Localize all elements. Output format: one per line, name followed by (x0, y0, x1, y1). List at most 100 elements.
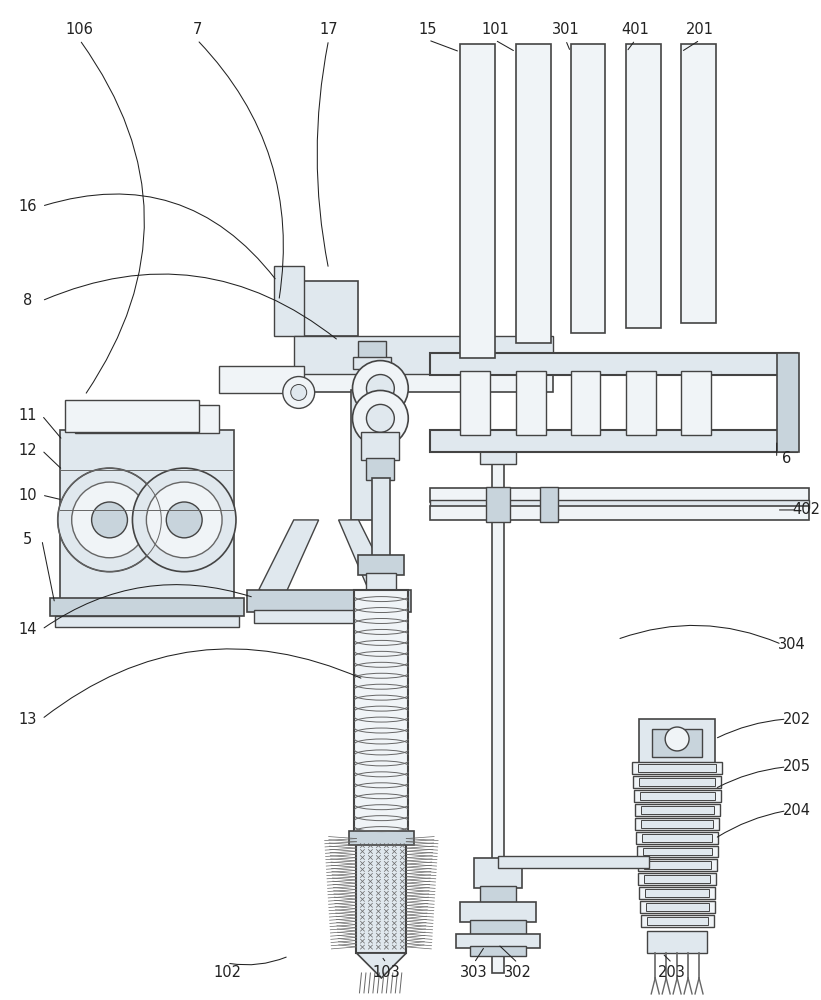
Text: 13: 13 (19, 712, 37, 727)
Text: 203: 203 (658, 965, 686, 980)
Bar (75, 405, 219, 433)
Circle shape (167, 502, 202, 538)
Bar (430, 430, 796, 452)
Text: 6: 6 (782, 451, 791, 466)
Bar (60, 430, 234, 600)
Text: 401: 401 (621, 22, 649, 37)
Bar (366, 458, 394, 480)
Bar (516, 44, 551, 343)
Text: 303: 303 (461, 965, 488, 980)
Bar (635, 804, 721, 816)
Text: 12: 12 (19, 443, 37, 458)
Bar (430, 353, 796, 375)
Bar (571, 44, 605, 333)
Bar (366, 573, 397, 591)
Bar (356, 834, 406, 953)
Circle shape (282, 377, 314, 408)
Bar (645, 889, 709, 897)
Text: 201: 201 (686, 22, 714, 37)
Bar (646, 903, 709, 911)
Text: 304: 304 (777, 637, 805, 652)
Bar (55, 616, 239, 627)
Bar (351, 390, 383, 520)
Bar (294, 336, 553, 374)
Text: 205: 205 (782, 759, 810, 774)
Bar (50, 598, 244, 616)
Bar (460, 44, 495, 358)
Circle shape (366, 404, 394, 432)
Circle shape (665, 727, 689, 751)
Bar (638, 873, 716, 885)
Bar (647, 931, 707, 953)
Bar (632, 762, 722, 774)
Bar (638, 764, 716, 772)
Circle shape (291, 384, 307, 400)
Bar (359, 341, 387, 359)
Text: 302: 302 (504, 965, 532, 980)
Bar (430, 506, 809, 520)
Bar (652, 729, 702, 757)
Bar (642, 834, 713, 842)
Bar (294, 281, 359, 336)
Bar (681, 44, 716, 323)
Circle shape (366, 375, 394, 402)
Circle shape (57, 468, 161, 572)
Bar (777, 353, 799, 452)
Bar (681, 371, 711, 435)
Text: 204: 204 (782, 803, 810, 818)
Bar (373, 478, 390, 558)
Bar (647, 917, 709, 925)
Polygon shape (338, 520, 393, 590)
Bar (498, 856, 649, 868)
Bar (254, 610, 403, 623)
Bar (640, 887, 715, 899)
Bar (486, 487, 510, 522)
Bar (359, 555, 404, 575)
Text: 8: 8 (23, 293, 33, 308)
Bar (274, 266, 304, 336)
Bar (640, 792, 715, 800)
Bar (571, 371, 600, 435)
Bar (430, 488, 809, 502)
Bar (626, 44, 661, 328)
Bar (640, 719, 715, 764)
Bar (641, 915, 714, 927)
Bar (480, 886, 516, 904)
Text: 7: 7 (192, 22, 202, 37)
Bar (641, 806, 714, 814)
Bar (361, 432, 399, 460)
Bar (644, 848, 712, 855)
Text: 301: 301 (552, 22, 580, 37)
Bar (349, 831, 415, 845)
Circle shape (146, 482, 222, 558)
Text: 402: 402 (792, 502, 820, 517)
Bar (65, 400, 200, 432)
Text: 101: 101 (481, 22, 509, 37)
Bar (456, 934, 539, 948)
Bar (460, 902, 536, 922)
Text: 102: 102 (213, 965, 241, 980)
Circle shape (92, 502, 127, 538)
Bar (474, 858, 522, 888)
Bar (644, 875, 710, 883)
Text: 14: 14 (19, 622, 37, 637)
Text: 202: 202 (782, 712, 810, 727)
Circle shape (132, 468, 236, 572)
Bar (470, 946, 525, 956)
Bar (460, 371, 490, 435)
Circle shape (71, 482, 148, 558)
Bar (430, 500, 809, 508)
Bar (354, 357, 392, 369)
Bar (638, 859, 718, 871)
Bar (635, 790, 721, 802)
Text: 106: 106 (66, 22, 94, 37)
Polygon shape (259, 520, 319, 598)
Text: 17: 17 (319, 22, 338, 37)
Bar (480, 448, 516, 464)
Polygon shape (356, 953, 406, 978)
Text: 16: 16 (19, 199, 37, 214)
Bar (516, 371, 546, 435)
Bar (640, 901, 715, 913)
Bar (640, 778, 715, 786)
Text: 5: 5 (23, 532, 33, 547)
